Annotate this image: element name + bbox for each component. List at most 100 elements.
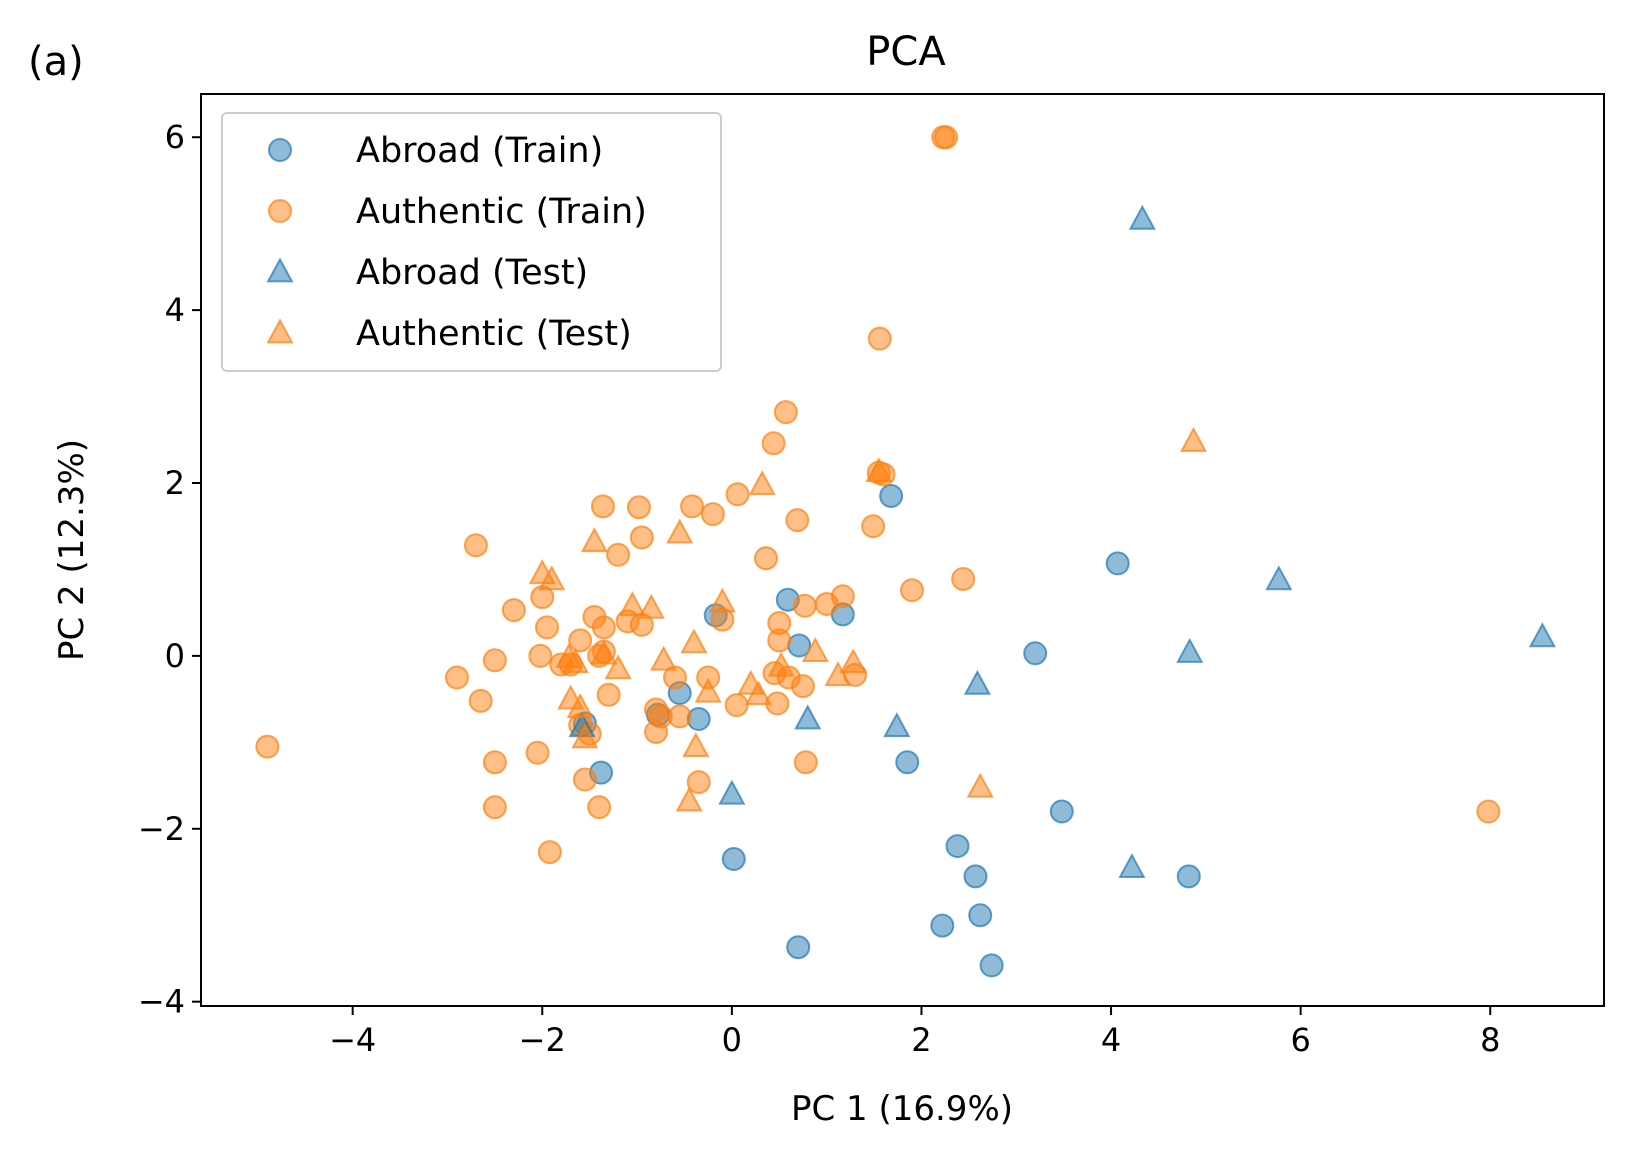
data-point-circle-1: [572, 767, 597, 792]
x-tick-label: 2: [911, 1021, 931, 1059]
data-point-triangle-2: [718, 779, 746, 805]
data-point-triangle-3: [824, 661, 852, 687]
y-tick-label: 4: [165, 291, 185, 329]
data-point-circle-1: [606, 542, 631, 567]
legend-marker-3: [266, 318, 294, 344]
data-point-triangle-3: [675, 786, 703, 812]
legend-marker-1: [268, 199, 292, 223]
data-point-circle-1: [482, 750, 507, 775]
y-tick-label: −2: [138, 810, 185, 848]
legend-label: Authentic (Train): [356, 192, 647, 232]
y-tick-label: 6: [165, 118, 185, 156]
data-point-circle-1: [482, 795, 507, 820]
data-point-circle-1: [773, 400, 798, 425]
data-point-triangle-3: [650, 645, 678, 671]
data-point-circle-1: [867, 326, 892, 351]
data-point-circle-1: [644, 719, 669, 744]
data-point-circle-0: [945, 834, 970, 859]
data-point-circle-0: [963, 864, 988, 889]
data-point-circle-1: [626, 495, 651, 520]
y-axis-label: PC 2 (12.3%): [52, 439, 92, 661]
data-point-triangle-3: [618, 591, 646, 617]
data-point-triangle-2: [1128, 204, 1156, 230]
data-point-triangle-3: [708, 587, 736, 613]
data-point-circle-1: [587, 795, 612, 820]
legend-marker-0: [268, 138, 292, 162]
data-point-circle-1: [525, 740, 550, 765]
data-point-triangle-3: [865, 457, 893, 483]
data-point-triangle-3: [666, 518, 694, 544]
data-point-triangle-3: [571, 723, 599, 749]
data-point-circle-0: [1023, 641, 1048, 666]
data-point-circle-1: [792, 593, 817, 618]
x-tick-label: 6: [1290, 1021, 1310, 1059]
data-point-circle-1: [785, 508, 810, 533]
data-point-circle-1: [662, 665, 687, 690]
panel-label: (a): [28, 39, 84, 85]
data-point-circle-1: [255, 734, 280, 759]
y-tick-label: 0: [165, 637, 185, 675]
data-point-triangle-3: [682, 732, 710, 758]
data-point-circle-1: [680, 494, 705, 519]
data-point-circle-0: [786, 935, 811, 960]
data-point-circle-0: [895, 750, 920, 775]
data-point-triangle-2: [883, 712, 911, 738]
data-point-triangle-2: [794, 704, 822, 730]
data-point-circle-1: [591, 615, 616, 640]
data-point-circle-1: [725, 482, 750, 507]
data-point-circle-1: [1476, 799, 1501, 824]
data-point-circle-1: [951, 566, 976, 591]
data-point-triangle-3: [538, 565, 566, 591]
data-point-circle-1: [700, 502, 725, 527]
plot-frame: [200, 93, 1605, 1007]
x-tick-label: −4: [329, 1021, 376, 1059]
data-point-circle-1: [537, 840, 562, 865]
x-axis-label: PC 1 (16.9%): [791, 1089, 1013, 1129]
data-point-triangle-3: [680, 628, 708, 654]
data-point-circle-1: [861, 514, 886, 539]
data-point-triangle-3: [555, 643, 583, 668]
data-point-circle-1: [899, 578, 924, 603]
x-tick-label: 8: [1480, 1021, 1500, 1059]
data-point-circle-0: [721, 847, 746, 872]
data-point-circle-0: [968, 903, 993, 928]
data-point-triangle-3: [966, 772, 994, 798]
legend-label: Abroad (Test): [356, 253, 588, 293]
data-point-triangle-3: [604, 654, 632, 680]
data-point-triangle-2: [1528, 622, 1556, 648]
data-point-circle-1: [463, 533, 488, 558]
data-point-triangle-3: [566, 693, 594, 719]
data-point-triangle-2: [963, 669, 991, 695]
data-point-triangle-3: [590, 639, 618, 665]
data-point-circle-1: [596, 682, 621, 707]
data-point-circle-1: [814, 592, 839, 617]
data-point-triangle-2: [1265, 565, 1293, 591]
data-point-circle-0: [979, 953, 1004, 978]
data-point-triangle-3: [744, 680, 772, 706]
data-point-circle-1: [629, 525, 654, 550]
data-point-triangle-3: [637, 593, 665, 619]
x-tick-label: −2: [519, 1021, 566, 1059]
data-point-circle-1: [444, 665, 469, 690]
y-axis-ticks: −4 −2 0 2 4 6: [138, 118, 201, 1021]
data-point-circle-1: [767, 628, 792, 653]
data-point-triangle-3: [580, 527, 608, 553]
data-point-circle-1: [724, 693, 749, 718]
data-point-triangle-3: [767, 651, 795, 677]
data-point-circle-1: [793, 750, 818, 775]
data-point-circle-1: [934, 125, 959, 150]
legend-label: Abroad (Train): [356, 131, 603, 171]
data-marks: [255, 125, 1556, 978]
data-point-circle-0: [1105, 551, 1130, 576]
y-tick-label: −4: [138, 983, 185, 1021]
data-point-circle-1: [753, 546, 778, 571]
data-point-circle-1: [568, 628, 593, 653]
data-point-circle-1: [535, 615, 560, 640]
legend-box: [221, 112, 722, 372]
data-point-circle-0: [879, 483, 904, 508]
x-tick-label: 0: [722, 1021, 742, 1059]
data-point-circle-1: [590, 494, 615, 519]
data-point-circle-0: [1049, 799, 1074, 824]
x-axis-ticks: −4 −2 0 2 4 6 8: [329, 1006, 1500, 1059]
